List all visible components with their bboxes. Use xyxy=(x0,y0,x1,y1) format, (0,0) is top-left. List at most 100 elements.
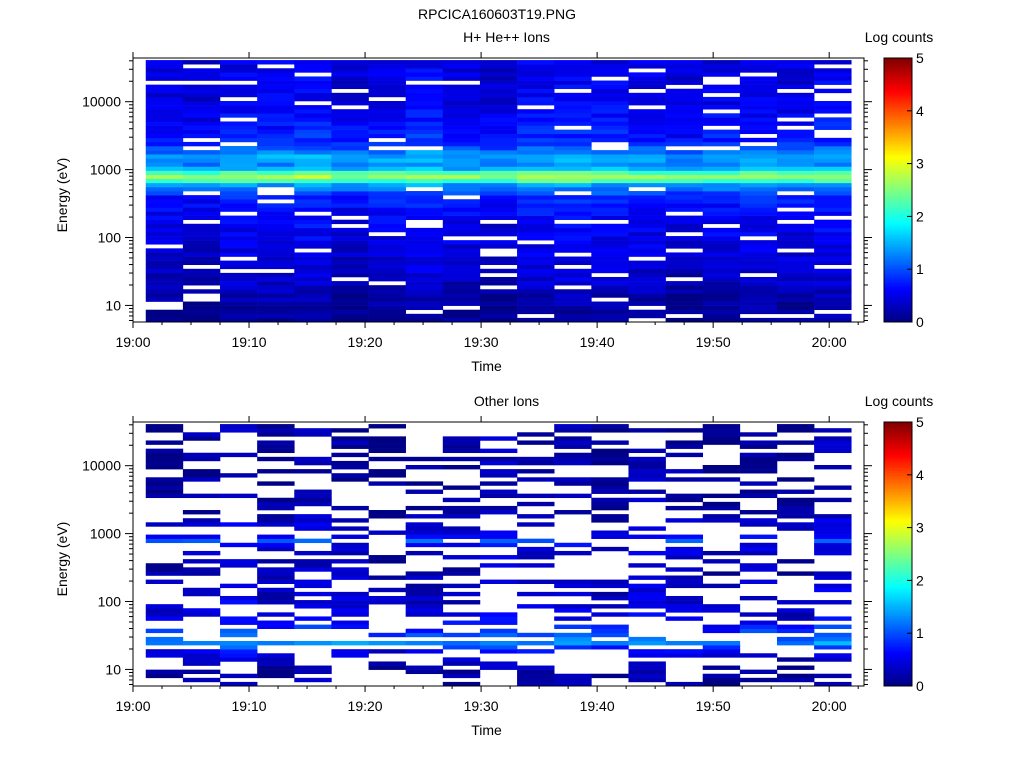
heatmap-cell xyxy=(665,452,704,458)
heatmap-cell xyxy=(479,84,518,90)
heatmap-cell xyxy=(554,178,592,184)
heatmap-cell xyxy=(145,252,184,257)
colorbar-tick-label: 5 xyxy=(916,414,924,430)
heatmap-cell xyxy=(145,133,184,139)
heatmap-cell xyxy=(776,497,815,503)
heatmap-cell xyxy=(479,133,518,139)
heatmap-cell xyxy=(739,493,778,499)
heatmap-cell xyxy=(331,546,369,552)
heatmap-cell xyxy=(702,60,741,65)
heatmap-cell xyxy=(665,583,704,589)
heatmap-cell xyxy=(220,563,258,568)
heatmap-cell xyxy=(739,170,778,175)
colorbar-swatch xyxy=(884,547,912,550)
heatmap-cell xyxy=(294,522,332,527)
heatmap-cell xyxy=(517,117,555,122)
heatmap-cell xyxy=(628,640,666,646)
heatmap-cell xyxy=(257,231,295,237)
heatmap-cell xyxy=(145,628,184,634)
heatmap-cell xyxy=(702,260,741,265)
heatmap-cell xyxy=(368,424,406,429)
heatmap-cell xyxy=(591,301,629,306)
heatmap-cell xyxy=(665,428,704,433)
heatmap-cell xyxy=(554,105,592,110)
heatmap-cell xyxy=(665,158,704,163)
heatmap-cell xyxy=(776,657,815,662)
heatmap-cell xyxy=(405,236,444,241)
heatmap-cell xyxy=(294,105,332,110)
heatmap-cell xyxy=(331,297,369,302)
heatmap-cell xyxy=(739,125,778,130)
heatmap-cell xyxy=(257,546,295,552)
heatmap-cell xyxy=(331,248,369,253)
heatmap-cell xyxy=(554,645,592,650)
heatmap-cell xyxy=(368,109,406,114)
colorbar-swatch xyxy=(884,172,912,175)
heatmap-cell xyxy=(368,285,406,290)
heatmap-cell xyxy=(220,76,258,81)
heatmap-cell xyxy=(665,317,704,323)
heatmap-cell xyxy=(776,317,815,323)
y-tick-label: 100 xyxy=(98,230,122,246)
heatmap-cell xyxy=(405,105,444,110)
heatmap-cell xyxy=(331,293,369,298)
heatmap-cell xyxy=(739,182,778,188)
heatmap-cell xyxy=(405,195,444,200)
heatmap-cell xyxy=(665,60,704,65)
heatmap-cell xyxy=(145,289,184,294)
heatmap-cell xyxy=(814,542,852,548)
heatmap-cell xyxy=(331,534,369,539)
heatmap-cell xyxy=(294,289,332,294)
heatmap-cell xyxy=(442,657,481,662)
heatmap-cell xyxy=(442,121,481,126)
colorbar-swatch xyxy=(884,249,912,252)
heatmap-cell xyxy=(665,285,704,290)
heatmap-cell xyxy=(294,80,332,85)
heatmap-cell xyxy=(776,252,815,257)
heatmap-cell xyxy=(628,477,666,482)
heatmap-cell xyxy=(665,272,704,278)
heatmap-cell xyxy=(368,186,406,192)
heatmap-cell xyxy=(554,317,592,323)
heatmap-cell xyxy=(368,195,406,200)
heatmap-cell xyxy=(405,264,444,270)
heatmap-cell xyxy=(591,452,629,458)
heatmap-cell xyxy=(405,244,444,249)
heatmap-cell xyxy=(591,276,629,282)
colorbar-swatch xyxy=(884,549,912,553)
heatmap-cell xyxy=(145,211,184,216)
colorbar-swatch xyxy=(884,132,912,136)
heatmap-cell xyxy=(182,661,221,666)
colorbar-swatch xyxy=(884,71,912,74)
heatmap-cell xyxy=(739,469,778,474)
heatmap-cell xyxy=(591,101,629,106)
heatmap-cell xyxy=(257,162,295,167)
colorbar-swatch xyxy=(884,545,912,548)
heatmap-cell xyxy=(739,215,778,220)
colorbar-swatch xyxy=(884,532,912,535)
colorbar-swatch xyxy=(884,470,912,473)
heatmap-cell xyxy=(628,285,666,290)
heatmap-cell xyxy=(665,182,704,188)
heatmap-cell xyxy=(628,293,666,298)
colorbar-swatch xyxy=(884,264,912,268)
heatmap-cell xyxy=(257,281,295,286)
heatmap-cell xyxy=(294,493,332,499)
heatmap-cell xyxy=(368,80,406,85)
x-tick-label: 19:00 xyxy=(115,334,150,350)
heatmap-cell xyxy=(257,456,295,462)
heatmap-cell xyxy=(294,178,332,184)
heatmap-cell xyxy=(220,313,258,319)
heatmap-cell xyxy=(220,207,258,212)
heatmap-cell xyxy=(442,186,481,192)
colorbar-swatch xyxy=(884,181,912,184)
heatmap-cell xyxy=(517,109,555,114)
heatmap-cell xyxy=(739,281,778,286)
heatmap-cell xyxy=(739,510,778,515)
heatmap-cell xyxy=(442,211,481,216)
heatmap-cell xyxy=(257,236,295,241)
heatmap-cell xyxy=(368,600,406,605)
heatmap-cell xyxy=(776,677,815,683)
heatmap-cell xyxy=(739,92,778,98)
heatmap-cell xyxy=(776,616,815,621)
